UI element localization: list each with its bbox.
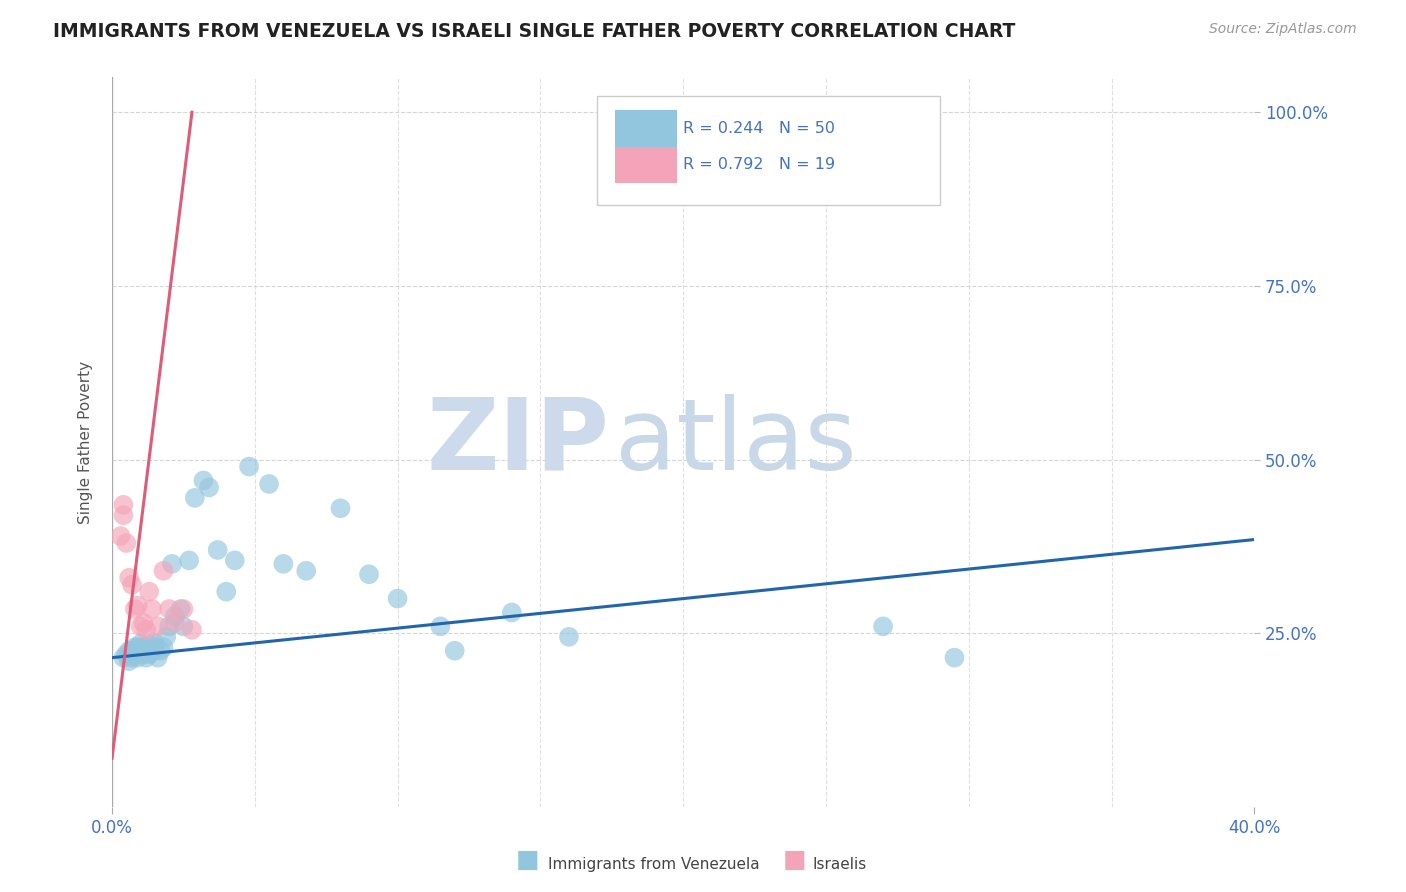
FancyBboxPatch shape — [614, 111, 678, 147]
Text: Immigrants from Venezuela: Immigrants from Venezuela — [548, 857, 761, 872]
Point — [157, 619, 180, 633]
Point — [124, 640, 146, 655]
FancyBboxPatch shape — [598, 95, 941, 205]
Text: Israelis: Israelis — [813, 857, 868, 872]
Point — [872, 619, 894, 633]
Point — [138, 647, 160, 661]
Point — [112, 508, 135, 523]
Point — [238, 459, 260, 474]
Point — [141, 640, 163, 655]
Point — [149, 643, 172, 657]
Y-axis label: Single Father Poverty: Single Father Poverty — [79, 360, 93, 524]
Point — [179, 553, 201, 567]
Text: R = 0.792   N = 19: R = 0.792 N = 19 — [683, 158, 835, 172]
Text: Source: ZipAtlas.com: Source: ZipAtlas.com — [1209, 22, 1357, 37]
Point — [143, 637, 166, 651]
Point — [115, 536, 138, 550]
Point — [160, 557, 183, 571]
Point — [357, 567, 380, 582]
Point — [118, 571, 141, 585]
Point — [118, 643, 141, 657]
Text: atlas: atlas — [614, 393, 856, 491]
Point — [501, 606, 523, 620]
Point — [429, 619, 451, 633]
Point — [135, 650, 157, 665]
Point — [141, 602, 163, 616]
Point — [146, 619, 169, 633]
Point — [163, 615, 186, 630]
Point — [329, 501, 352, 516]
Point — [135, 623, 157, 637]
Point — [169, 602, 191, 616]
Point — [215, 584, 238, 599]
Point — [124, 647, 146, 661]
Point — [121, 643, 143, 657]
Point — [127, 599, 149, 613]
Text: ZIP: ZIP — [426, 393, 609, 491]
Point — [129, 643, 152, 657]
Point — [295, 564, 318, 578]
Point — [224, 553, 246, 567]
Point — [181, 623, 204, 637]
Point — [146, 650, 169, 665]
Point — [207, 543, 229, 558]
FancyBboxPatch shape — [614, 147, 678, 183]
Point — [112, 650, 135, 665]
Point — [132, 640, 155, 655]
Point — [127, 640, 149, 655]
Point — [121, 577, 143, 591]
Point — [124, 602, 146, 616]
Point — [112, 498, 135, 512]
Point — [115, 647, 138, 661]
Point — [943, 650, 966, 665]
Point — [163, 609, 186, 624]
Point — [198, 480, 221, 494]
Point — [387, 591, 409, 606]
Text: ■: ■ — [516, 848, 538, 872]
Point — [273, 557, 295, 571]
Point — [193, 474, 215, 488]
Point — [118, 654, 141, 668]
Point — [132, 647, 155, 661]
Point — [138, 637, 160, 651]
Point — [155, 630, 177, 644]
Point — [138, 584, 160, 599]
Point — [110, 529, 132, 543]
Text: R = 0.244   N = 50: R = 0.244 N = 50 — [683, 121, 835, 136]
Point — [121, 650, 143, 665]
Point — [135, 643, 157, 657]
Point — [129, 637, 152, 651]
Text: IMMIGRANTS FROM VENEZUELA VS ISRAELI SINGLE FATHER POVERTY CORRELATION CHART: IMMIGRANTS FROM VENEZUELA VS ISRAELI SIN… — [53, 22, 1015, 41]
Point — [132, 615, 155, 630]
Point — [143, 643, 166, 657]
Point — [127, 650, 149, 665]
Point — [152, 564, 174, 578]
Point — [184, 491, 207, 505]
Point — [157, 602, 180, 616]
Point — [152, 640, 174, 655]
Point — [257, 477, 280, 491]
Point — [172, 619, 194, 633]
Point — [129, 619, 152, 633]
Point — [443, 643, 465, 657]
Point — [172, 602, 194, 616]
Point — [558, 630, 581, 644]
Text: ■: ■ — [783, 848, 806, 872]
